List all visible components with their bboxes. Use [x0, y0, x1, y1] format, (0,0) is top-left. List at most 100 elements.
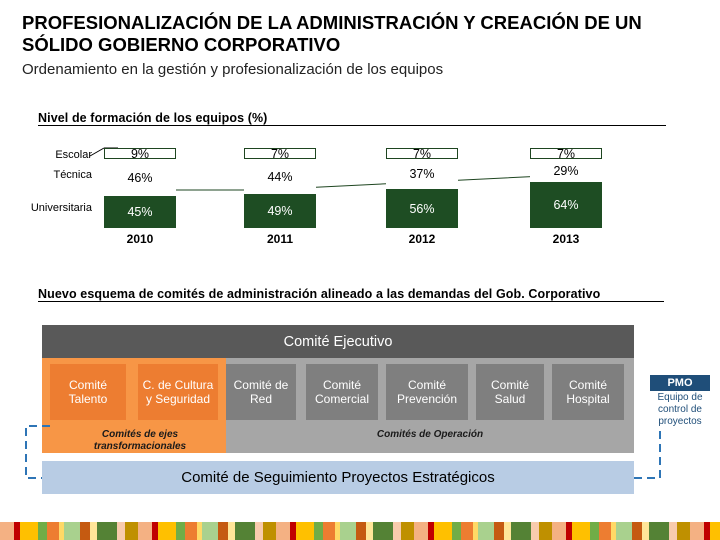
stripe-segment [276, 522, 290, 540]
stripe-segment [59, 522, 64, 540]
executive-committee-bar: Comité Ejecutivo [42, 325, 634, 358]
stripe-segment [616, 522, 632, 540]
stripe-segment [632, 522, 642, 540]
stripe-segment [690, 522, 704, 540]
stripe-segment [218, 522, 228, 540]
stripe-segment [158, 522, 176, 540]
stripe-segment [452, 522, 461, 540]
stripe-segment [255, 522, 263, 540]
stripe-segment [677, 522, 690, 540]
stripe-segment [642, 522, 649, 540]
stripe-segment [494, 522, 504, 540]
stripe-segment [669, 522, 677, 540]
stripe-segment [611, 522, 616, 540]
stripe-segment [599, 522, 611, 540]
stripe-segment [340, 522, 356, 540]
stripe-segment [0, 522, 14, 540]
bar-universitaria-2011: 49% [244, 194, 316, 228]
stripe-segment [461, 522, 473, 540]
stripe-segment [710, 522, 720, 540]
bar-tecnica-2012: 37% [386, 159, 458, 189]
stripe-segment [20, 522, 38, 540]
stripe-segment [38, 522, 47, 540]
stripe-segment [47, 522, 59, 540]
stripe-segment [197, 522, 202, 540]
org-section-title: Nuevo esquema de comités de administraci… [38, 287, 601, 301]
decorative-stripe-band [0, 522, 720, 540]
stripe-segment [373, 522, 393, 540]
bar-tecnica-2013: 29% [530, 159, 602, 182]
stripe-segment [14, 522, 20, 540]
stripe-segment [290, 522, 296, 540]
training-section-title: Nivel de formación de los equipos (%) [38, 111, 268, 125]
bar-escolar-2012: 7% [386, 147, 458, 161]
bar-escolar-2010: 9% [104, 147, 176, 161]
stripe-segment [511, 522, 531, 540]
stripe-segment [64, 522, 80, 540]
stripe-segment [356, 522, 366, 540]
page-subtitle: Ordenamiento en la gestión y profesional… [22, 61, 444, 78]
stripe-segment [552, 522, 566, 540]
stripe-segment [366, 522, 373, 540]
row-label-tecnica: Técnica [53, 169, 92, 181]
group-label-transform: Comités de ejes transformacionales [93, 429, 187, 452]
year-label-2013: 2013 [552, 232, 580, 246]
page-title: PROFESIONALIZACIÓN DE LA ADMINISTRACIÓN … [22, 12, 642, 55]
year-label-2011: 2011 [266, 232, 294, 246]
stripe-segment [531, 522, 539, 540]
year-label-2012: 2012 [408, 232, 436, 246]
stripe-segment [152, 522, 158, 540]
stripe-segment [572, 522, 590, 540]
stripe-segment [176, 522, 185, 540]
committee-talento: Comité Talento [50, 364, 126, 420]
stripe-segment [428, 522, 434, 540]
stripe-segment [228, 522, 235, 540]
stripe-segment [434, 522, 452, 540]
stripe-segment [90, 522, 97, 540]
bar-escolar-2011: 7% [244, 147, 316, 161]
bar-universitaria-2013: 64% [530, 182, 602, 228]
stripe-segment [414, 522, 428, 540]
followup-committee-bar: Comité de Seguimiento Proyectos Estratég… [42, 461, 634, 494]
stripe-segment [117, 522, 125, 540]
committee-hospital: Comité Hospital [552, 364, 624, 420]
committee-prevencion: Comité Prevención [386, 364, 468, 420]
stripe-segment [649, 522, 669, 540]
stripe-segment [478, 522, 494, 540]
stripe-segment [335, 522, 340, 540]
committee-cultura-seguridad: C. de Cultura y Seguridad [138, 364, 218, 420]
stripe-segment [323, 522, 335, 540]
stripe-segment [314, 522, 323, 540]
stripe-segment [263, 522, 276, 540]
stripe-segment [202, 522, 218, 540]
stripe-segment [296, 522, 314, 540]
bar-universitaria-2012: 56% [386, 189, 458, 228]
stripe-segment [473, 522, 478, 540]
bar-tecnica-2010: 46% [104, 159, 176, 196]
bar-escolar-2013: 7% [530, 147, 602, 161]
committee-red: Comité de Red [226, 364, 296, 420]
stripe-segment [80, 522, 90, 540]
stripe-segment [539, 522, 552, 540]
committee-salud: Comité Salud [476, 364, 544, 420]
row-label-escolar: Escolar [55, 149, 92, 161]
stripe-segment [704, 522, 710, 540]
bar-universitaria-2010: 45% [104, 196, 176, 228]
year-label-2010: 2010 [126, 232, 154, 246]
group-label-operation: Comités de Operación [376, 429, 484, 440]
stripe-segment [504, 522, 511, 540]
stripe-segment [590, 522, 599, 540]
row-label-universitaria: Universitaria [30, 202, 92, 214]
stripe-segment [235, 522, 255, 540]
stripe-segment [393, 522, 401, 540]
stripe-segment [185, 522, 197, 540]
pmo-badge: PMO [650, 375, 710, 391]
stripe-segment [125, 522, 138, 540]
org-section-rule [38, 301, 664, 302]
committee-comercial: Comité Comercial [306, 364, 378, 420]
stripe-segment [566, 522, 572, 540]
pmo-description: Equipo de control de proyectos [657, 392, 703, 427]
bar-tecnica-2011: 44% [244, 159, 316, 194]
stripe-segment [401, 522, 414, 540]
